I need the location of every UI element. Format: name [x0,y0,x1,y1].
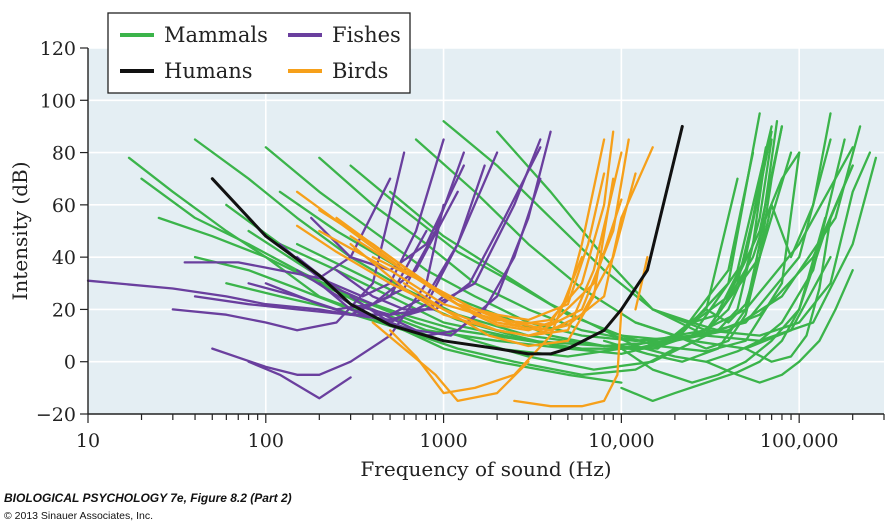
series-line-fishes [211,203,445,376]
series-line-mammals [225,125,773,350]
series-line-mammals [414,138,832,350]
series-line-mammals [744,216,832,363]
series-line-birds [349,146,654,337]
series-line-mammals [295,151,755,356]
series-line-mammals [620,164,854,403]
series-line-fishes [295,151,499,316]
series-line-birds [513,308,623,408]
y-tick-label: 120 [40,38,76,60]
x-tick-label: 10,000 [588,430,654,452]
series-line-fishes [247,360,352,400]
series-line-fishes [171,151,406,332]
series-line-birds [634,255,649,311]
axis-ticks: 10 100 1000 10,000 100,000 −20 0 20 40 60 80 100 120 [36,38,885,452]
series-line-birds [318,198,623,327]
x-tick-label: 100 [248,430,284,452]
series-line-mammals [736,151,801,285]
series-line-mammals [705,112,832,324]
legend: Mammals Fishes Humans Birds [107,12,411,94]
axes [87,48,884,415]
legend-label-humans: Humans [164,59,253,83]
figure-copyright: © 2013 Sinauer Associates, Inc. [4,510,153,522]
figure-caption-title: BIOLOGICAL PSYCHOLOGY 7e, Figure 8.2 (Pa… [4,491,292,505]
series-line-mammals [620,216,827,384]
x-axis-title: Frequency of sound (Hz) [360,457,611,481]
series-line-birds [402,177,615,348]
series-line-birds [388,255,584,395]
series-line-mammals [388,151,801,353]
series-line-mammals [705,269,854,384]
legend-label-birds: Birds [332,59,388,83]
y-axis-title: Intensity (dB) [8,162,32,301]
data-series [86,112,878,408]
y-tick-label: 20 [52,299,76,321]
legend-label-fishes: Fishes [332,23,401,47]
series-line-fishes [183,177,392,280]
legend-label-mammals: Mammals [164,23,268,47]
x-tick-label: 100,000 [760,430,839,452]
y-tick-label: −20 [36,404,76,426]
series-line-mammals [673,125,784,350]
y-tick-label: 40 [52,247,76,269]
series-line-mammals [602,138,846,363]
series-line-mammals [602,120,779,363]
legend-box [107,12,411,94]
legend-items: Mammals Fishes Humans Birds [120,23,401,83]
series-line-mammals [318,156,854,342]
series-line-humans [210,124,684,356]
x-tick-label: 10 [76,430,100,452]
y-tick-label: 60 [52,195,76,217]
y-tick-label: 0 [64,352,76,374]
y-tick-label: 100 [40,90,76,112]
x-tick-label: 1000 [419,430,467,452]
series-line-birds [371,321,530,403]
y-tick-label: 80 [52,143,76,165]
